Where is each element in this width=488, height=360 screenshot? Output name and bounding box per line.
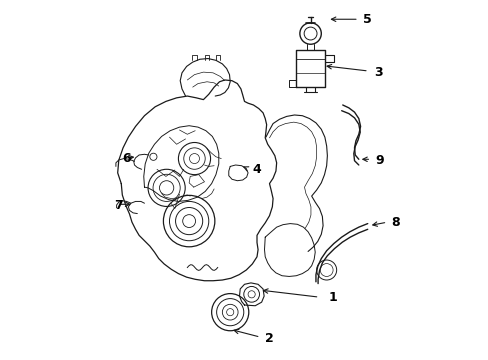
Text: 7: 7 bbox=[114, 198, 122, 212]
Text: 5: 5 bbox=[363, 13, 371, 26]
Text: 6: 6 bbox=[122, 152, 131, 165]
Text: 9: 9 bbox=[374, 154, 383, 167]
Text: 2: 2 bbox=[264, 333, 273, 346]
Text: 1: 1 bbox=[328, 291, 337, 305]
Text: 4: 4 bbox=[252, 163, 261, 176]
Text: 3: 3 bbox=[373, 66, 382, 79]
Text: 8: 8 bbox=[391, 216, 400, 229]
